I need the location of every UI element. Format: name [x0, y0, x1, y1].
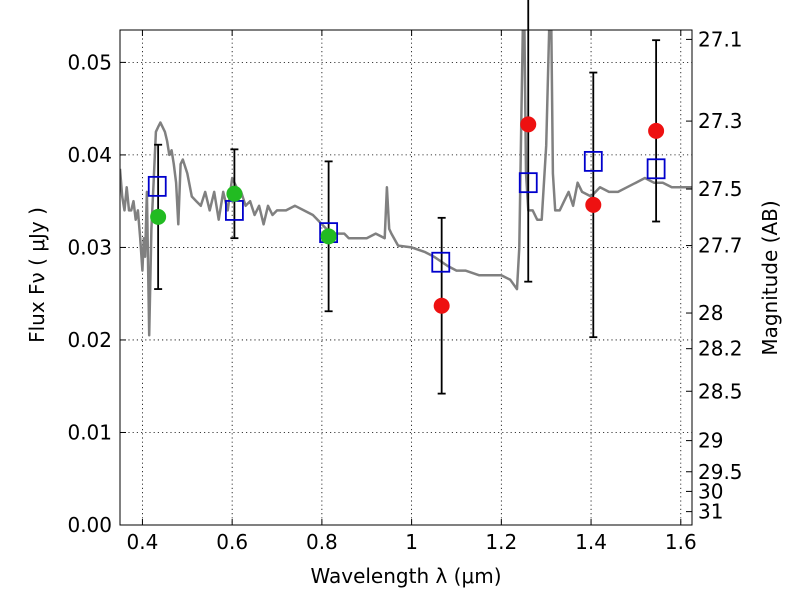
tick-layer: 0.4 0.6 0.8 1 1.2 1.4 1.6 0.00 0.01 0.02 0.03 0.04 0…: [67, 27, 742, 554]
model-square-marker: [518, 172, 538, 194]
model-square-marker: [431, 251, 451, 273]
y-tick-label: 0.01: [67, 420, 112, 444]
x-axis-title: Wavelength λ (μm): [310, 564, 501, 588]
model-square-marker: [646, 158, 666, 180]
y2-tick-label: 29: [698, 429, 723, 453]
y2-tick-label: 27.5: [698, 177, 743, 201]
y2-axis-title: Magnitude (AB): [758, 200, 782, 355]
x-tick-label: 0.8: [306, 530, 338, 554]
y-axis-title: Flux Fν ( μJy ): [25, 207, 49, 343]
y2-tick-label: 29.5: [698, 460, 743, 484]
y-tick-label: 0.02: [67, 328, 112, 352]
y2-tick-label: 27.3: [698, 109, 743, 133]
y2-tick-label: 27.7: [698, 234, 743, 258]
model-square-marker: [147, 175, 167, 197]
observed-point-marker: [150, 208, 167, 225]
x-tick-label: 1.4: [575, 530, 607, 554]
grid-lines: [120, 30, 692, 525]
observed-point-marker: [520, 116, 537, 133]
y2-tick-label: 28.2: [698, 337, 743, 361]
x-tick-label: 0.6: [216, 530, 248, 554]
spectrum-line: [120, 30, 692, 337]
y2-tick-label: 31: [698, 500, 723, 524]
spectrum-layer: [120, 30, 692, 337]
y2-tick-label: 30: [698, 479, 723, 503]
x-tick-label: 1: [405, 530, 418, 554]
y-tick-label: 0.00: [67, 513, 112, 537]
y-tick-label: 0.05: [67, 50, 112, 74]
marker-layer: [147, 116, 666, 314]
plot-frame: [119, 29, 693, 526]
x-tick-label: 1.2: [485, 530, 517, 554]
y-tick-label: 0.04: [67, 143, 112, 167]
observed-point-marker: [648, 122, 665, 139]
x-tick-label: 0.4: [127, 530, 159, 554]
model-square-marker: [583, 150, 603, 172]
y-tick-label: 0.03: [67, 235, 112, 259]
y2-tick-label: 27.1: [698, 27, 743, 51]
observed-point-marker: [226, 185, 243, 202]
observed-point-marker: [433, 297, 450, 314]
observed-point-marker: [320, 228, 337, 245]
y2-tick-label: 28: [698, 301, 723, 325]
y2-tick-label: 28.5: [698, 379, 743, 403]
x-tick-label: 1.6: [665, 530, 697, 554]
observed-point-marker: [585, 196, 602, 213]
